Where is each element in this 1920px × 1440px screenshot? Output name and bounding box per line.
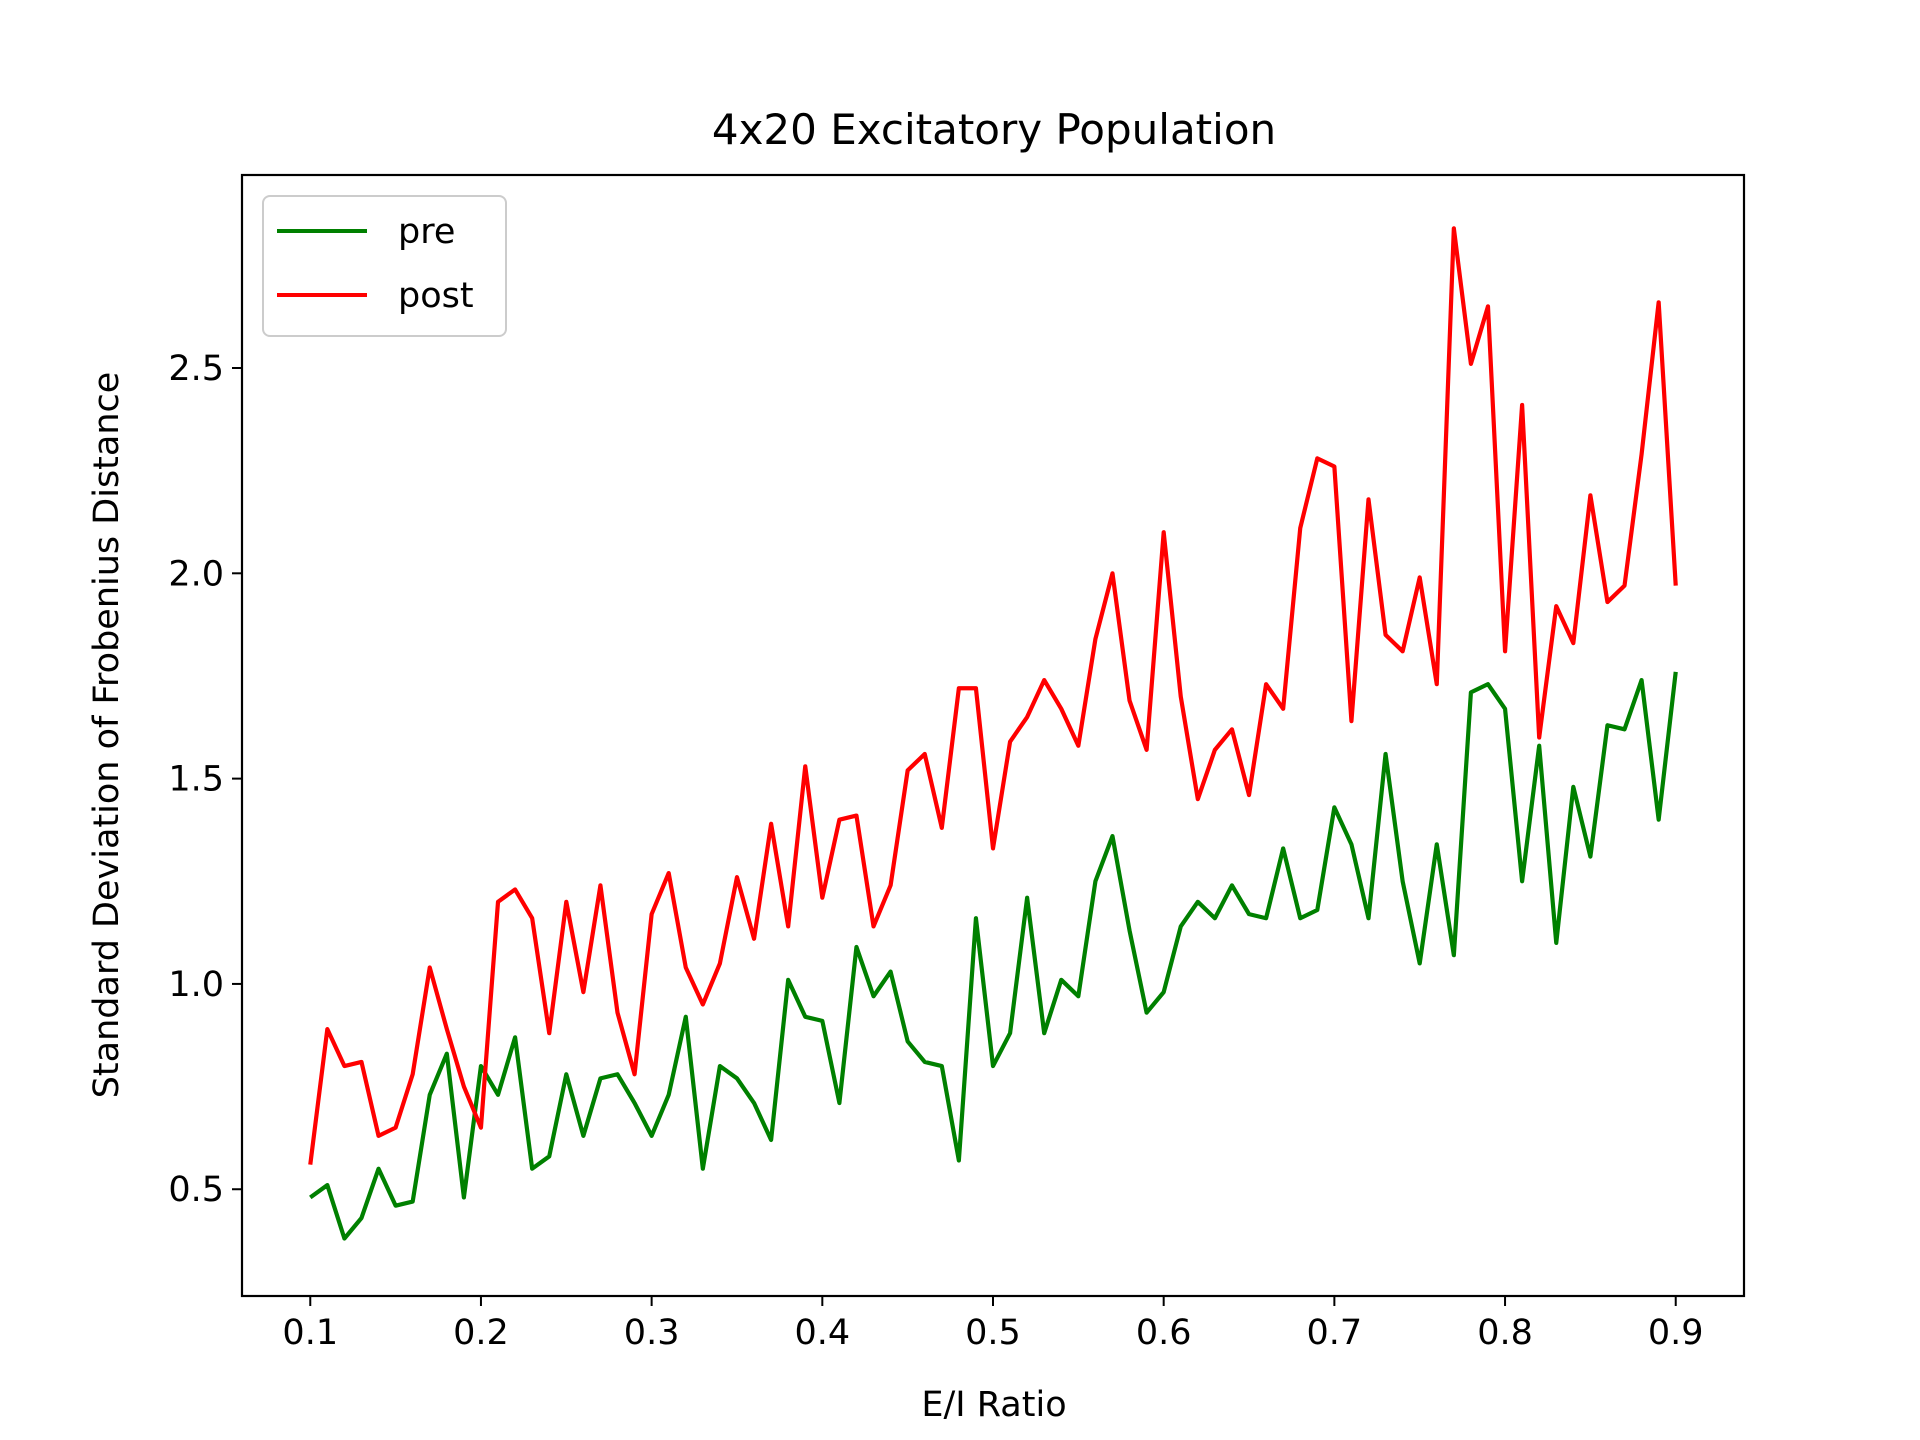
y-tick-label: 2.5	[168, 349, 224, 389]
y-tick-label: 1.5	[168, 760, 224, 800]
x-tick-label: 0.1	[282, 1313, 338, 1353]
legend: pre post	[262, 195, 507, 337]
legend-label-post: post	[398, 276, 474, 316]
series-line-pre	[309, 671, 1678, 1241]
x-tick-label: 0.4	[794, 1313, 850, 1353]
x-tick-label: 0.9	[1648, 1313, 1704, 1353]
series-layer	[308, 226, 1678, 1241]
x-tick-label: 0.7	[1307, 1313, 1363, 1353]
x-axis-label: E/I Ratio	[921, 1385, 1066, 1425]
x-tick-label: 0.5	[965, 1313, 1021, 1353]
y-axis-label: Standard Deviation of Frobenius Distance	[87, 372, 127, 1099]
legend-label-pre: pre	[398, 212, 455, 252]
x-axis-ticks: 0.1 0.2 0.3 0.4 0.5 0.6 0.7 0.8 0.9	[282, 1296, 1704, 1353]
x-tick-label: 0.6	[1136, 1313, 1192, 1353]
series-line-post	[308, 226, 1678, 1165]
y-axis-ticks: 0.5 1.0 1.5 2.0 2.5	[168, 349, 242, 1210]
y-tick-label: 2.0	[168, 554, 224, 594]
x-tick-label: 0.2	[453, 1313, 509, 1353]
x-tick-label: 0.3	[624, 1313, 680, 1353]
y-tick-label: 1.0	[168, 965, 224, 1005]
y-tick-label: 0.5	[168, 1170, 224, 1210]
x-tick-label: 0.8	[1477, 1313, 1533, 1353]
chart-title: 4x20 Excitatory Population	[712, 105, 1276, 154]
